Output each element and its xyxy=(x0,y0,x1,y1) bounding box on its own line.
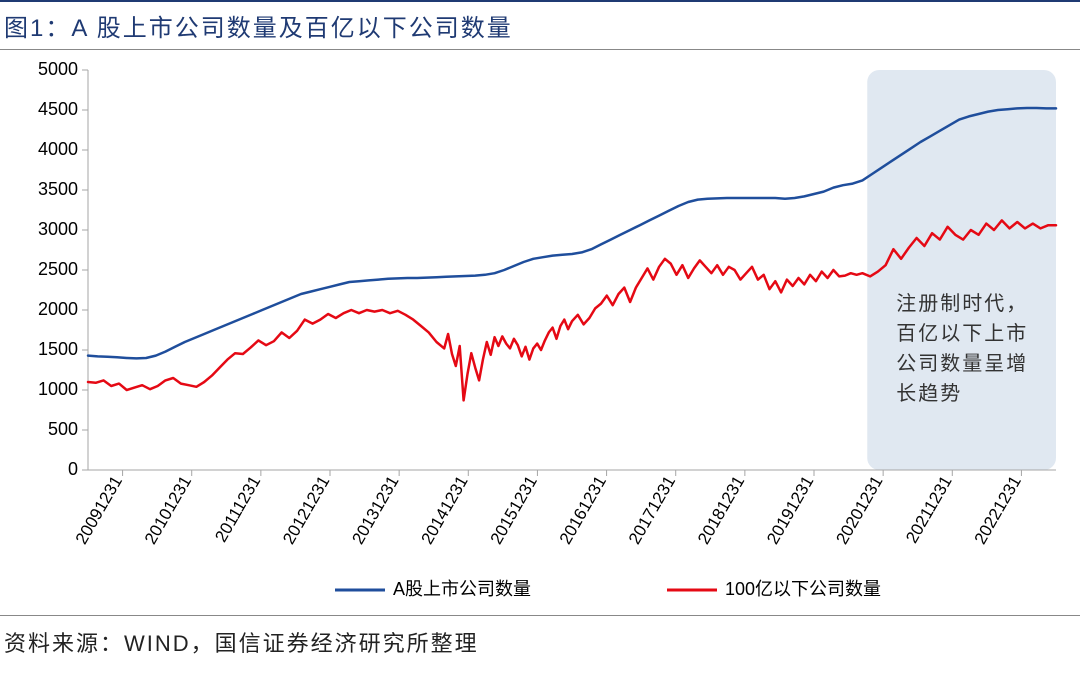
x-tick-label: 20111231 xyxy=(211,473,264,546)
x-tick-label: 20201231 xyxy=(832,473,886,548)
x-tick-label: 20091231 xyxy=(72,473,126,548)
y-tick-label: 2500 xyxy=(38,259,78,279)
x-tick-label: 20171231 xyxy=(625,473,679,548)
highlight-band xyxy=(867,70,1056,470)
figure: 图1：A 股上市公司数量及百亿以下公司数量 0 500 1000 1500 2000 25… xyxy=(0,0,1080,679)
x-tick-label: 20161231 xyxy=(556,473,610,548)
x-tick-label: 20141231 xyxy=(417,473,471,548)
y-tick-label: 4500 xyxy=(38,99,78,119)
legend-label: A股上市公司数量 xyxy=(393,579,531,599)
x-tick-label: 20121231 xyxy=(279,473,333,548)
x-tick-label: 20211231 xyxy=(902,473,956,547)
chart-source: 资料来源：WIND，国信证券经济研究所整理 xyxy=(0,615,1080,658)
y-tick-label: 1500 xyxy=(38,339,78,359)
x-tick-label: 20181231 xyxy=(694,473,748,548)
chart-title: 图1：A 股上市公司数量及百亿以下公司数量 xyxy=(0,0,1080,50)
chart-area: 0 500 1000 1500 2000 2500 3000 3500 4000 4500 5000… xyxy=(8,50,1072,615)
y-tick-label: 3500 xyxy=(38,179,78,199)
y-tick-label: 2000 xyxy=(38,299,78,319)
y-tick-label: 500 xyxy=(48,419,78,439)
legend-label: 100亿以下公司数量 xyxy=(725,579,881,599)
annotation-line: 长趋势 xyxy=(896,382,962,405)
y-tick-label: 4000 xyxy=(38,139,78,159)
y-tick-label: 5000 xyxy=(38,59,78,79)
x-tick-label: 20131231 xyxy=(348,473,402,548)
annotation-line: 百亿以下上市 xyxy=(896,322,1028,345)
line-chart-svg: 0 500 1000 1500 2000 2500 3000 3500 4000 4500 5000… xyxy=(8,50,1072,615)
x-tick-label: 20221231 xyxy=(971,473,1025,548)
x-tick-label: 20151231 xyxy=(487,473,541,548)
x-tick-label: 20101231 xyxy=(141,473,195,548)
y-tick-label: 0 xyxy=(68,459,78,479)
annotation-line: 注册制时代， xyxy=(896,292,1028,315)
annotation-line: 公司数量呈增 xyxy=(896,352,1028,375)
y-tick-label: 1000 xyxy=(38,379,78,399)
y-tick-label: 3000 xyxy=(38,219,78,239)
x-tick-label: 20191231 xyxy=(763,473,817,548)
